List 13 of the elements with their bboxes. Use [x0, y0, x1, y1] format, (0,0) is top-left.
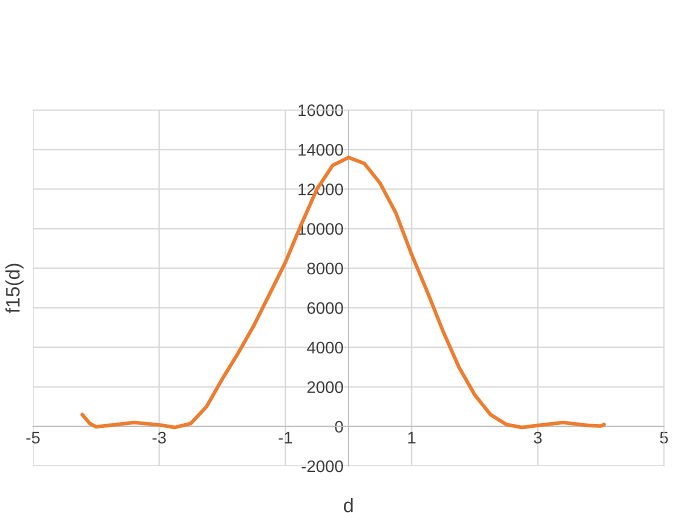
y-tick-label: 14000	[298, 144, 343, 156]
x-tick-label: 1	[408, 432, 416, 444]
y-tick-label: 4000	[306, 342, 343, 354]
y-tick-label: 8000	[307, 262, 343, 274]
x-tick-label: -1	[278, 432, 292, 444]
x-tick-label: -5	[26, 432, 40, 444]
x-axis-title: d	[344, 498, 353, 512]
y-axis-title: f15(d)	[5, 264, 24, 314]
y-tick-label: 2000	[307, 381, 343, 394]
y-tick-label: 6000	[307, 302, 343, 314]
x-tick-label: -3	[152, 432, 166, 444]
x-tick-label: 3	[534, 432, 542, 444]
y-tick-label: -2000	[302, 460, 343, 472]
